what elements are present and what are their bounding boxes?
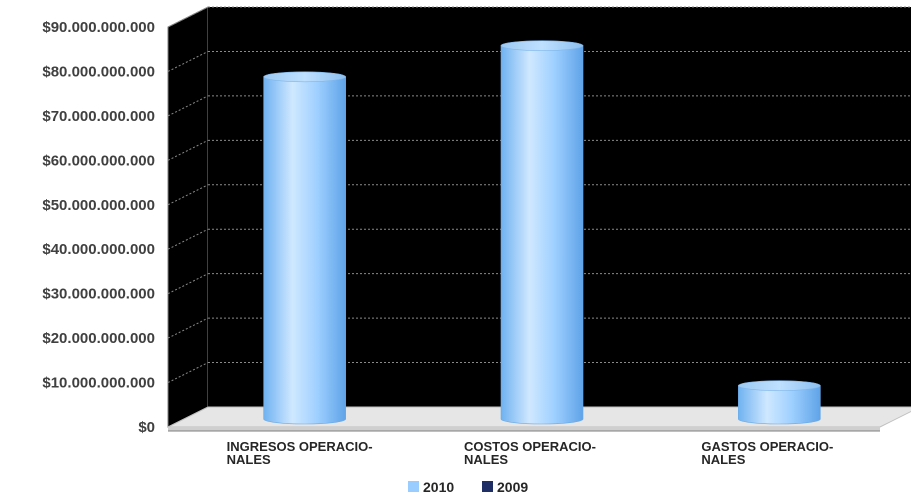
legend: 2010 2009 [408,479,528,495]
gridline-side [167,6,209,28]
y-tick-label: $70.000.000.000 [42,108,155,125]
y-tick-label: $60.000.000.000 [42,152,155,169]
gridline-side [167,184,209,206]
y-axis-tick-labels: $0 $10.000.000.000 $20.000.000.000 $30.000.… [42,19,155,436]
bar-body [738,385,821,425]
y-tick-label: $80.000.000.000 [42,63,155,80]
bar-body [263,76,346,425]
gridline-side [167,273,209,295]
bar-2010-0 [263,71,346,425]
y-tick-label: $50.000.000.000 [42,197,155,214]
bar-top [500,40,584,51]
legend-label: 2009 [497,479,528,495]
gridline-side [167,362,209,384]
y-tick-label: $20.000.000.000 [42,330,155,347]
bar-2010-2 [738,380,821,425]
bar-2010-1 [500,40,584,425]
x-category-label: GASTOS OPERACIO-NALES [701,439,833,467]
y-tick-label: $30.000.000.000 [42,286,155,303]
x-category-label: INGRESOS OPERACIO-NALES [227,439,373,467]
gridline-side [167,50,209,72]
bar-top [738,380,821,391]
y-tick-label: $10.000.000.000 [42,375,155,392]
legend-swatch [482,481,493,492]
gridline-side [167,317,209,339]
gridline-side [167,139,209,161]
y-tick-label: $0 [138,419,155,436]
legend-swatch [408,481,419,492]
left-wall [167,6,209,428]
x-category-label: COSTOS OPERACIO-NALES [464,439,596,467]
gridline-side [167,95,209,117]
y-tick-label: $90.000.000.000 [42,19,155,36]
bar-top [263,71,346,83]
x-axis-category-labels: INGRESOS OPERACIO-NALES COSTOS OPERACIO-N… [227,439,834,467]
side-wall [167,6,209,428]
legend-label: 2010 [423,479,454,495]
y-tick-label: $40.000.000.000 [42,241,155,258]
bar-body [500,45,584,425]
floor-edge [168,427,880,431]
bars [263,40,821,425]
gridline-side [167,228,209,250]
